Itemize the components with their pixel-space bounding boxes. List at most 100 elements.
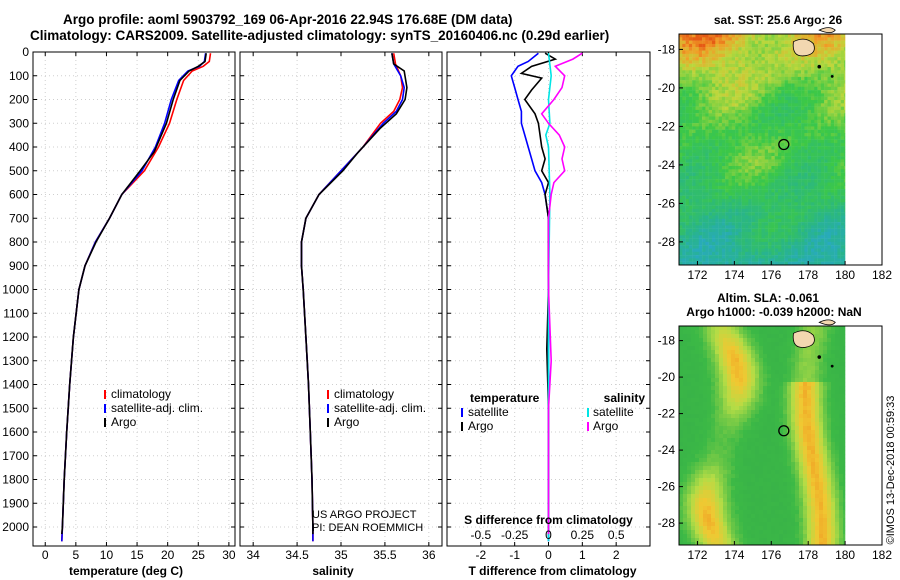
sst-map-cell — [771, 50, 775, 54]
sst-map-cell — [834, 86, 838, 91]
sla-map-cell — [739, 430, 744, 435]
sst-map-cell — [827, 245, 831, 249]
sst-map-cell — [682, 245, 686, 249]
sst-map-cell — [692, 47, 696, 51]
sst-map-cell — [794, 106, 798, 111]
sst-map-cell — [837, 172, 841, 177]
sla-map-cell — [755, 370, 760, 375]
sst-map-cell — [679, 228, 683, 233]
sst-map-cell — [718, 222, 723, 226]
sst-map-cell — [768, 202, 772, 206]
sla-map-cell — [715, 502, 720, 507]
sst-map-cell — [814, 192, 818, 196]
sst-map-cell — [708, 73, 713, 78]
sst-map-cell — [721, 156, 726, 160]
sst-map-cell — [820, 126, 825, 130]
sst-map-cell — [685, 57, 690, 61]
sst-map-cell — [824, 251, 828, 256]
sst-map-cell — [797, 142, 802, 147]
sla-map-cell — [683, 522, 688, 527]
sst-map-cell — [721, 63, 726, 68]
sst-map-cell — [778, 126, 782, 130]
sst-map-cell — [840, 185, 845, 190]
sst-map-cell — [837, 175, 841, 180]
sst-map-cell — [801, 172, 805, 177]
sst-map-cell — [844, 116, 846, 120]
sst-map-cell — [817, 238, 822, 243]
sst-map-cell — [787, 142, 792, 147]
sla-map-cell — [687, 406, 692, 411]
sst-map-cell — [705, 185, 709, 190]
sst-map-cell — [682, 40, 686, 45]
sst-map-cell — [804, 103, 808, 107]
sst-map-cell — [735, 232, 739, 236]
sst-map-cell — [830, 218, 835, 223]
sst-map-cell — [679, 232, 683, 236]
sla-map-cell — [747, 394, 752, 399]
sst-map-cell — [715, 136, 719, 140]
depth-tick-label: 1400 — [2, 378, 29, 392]
sst-map-cell — [728, 235, 732, 239]
sla-map-cell — [687, 442, 692, 447]
sla-map-cell — [679, 430, 684, 435]
sst-map-cell — [791, 142, 795, 147]
sla-map-cell — [723, 402, 728, 407]
sst-map-cell — [797, 70, 802, 74]
sst-map-cell — [708, 123, 713, 127]
sst-map-cell — [712, 235, 716, 239]
sst-map-cell — [738, 199, 742, 203]
salinity-legend-label-1: satellite-adj. clim. — [334, 401, 426, 415]
sst-map-cell — [679, 255, 683, 259]
sst-map-cell — [787, 90, 792, 94]
sst-map-cell — [774, 169, 779, 173]
sla-map-cell — [735, 454, 740, 459]
sst-map-cell — [764, 76, 769, 81]
sst-map-cell — [712, 202, 716, 206]
sst-map-cell — [718, 123, 723, 127]
sst-map-cell — [751, 73, 756, 78]
sla-map-cell — [735, 478, 740, 483]
sst-map-cell — [715, 245, 719, 249]
sst-map-cell — [837, 136, 841, 140]
sst-map-cell — [771, 189, 775, 193]
sst-map-cell — [702, 96, 706, 101]
sla-map-cell — [711, 378, 716, 383]
sst-map-cell — [820, 142, 825, 147]
sst-map-cell — [791, 63, 795, 68]
sla-map-cell — [691, 442, 696, 447]
sla-map-cell — [751, 346, 756, 351]
sla-map-cell — [723, 490, 728, 495]
sst-map-cell — [682, 222, 686, 226]
sst-map-cell — [764, 47, 769, 51]
sst-map-cell — [791, 83, 795, 87]
sst-map-cell — [708, 139, 713, 144]
sst-map-cell — [682, 199, 686, 203]
sst-map-cell — [837, 119, 841, 124]
sla-map-cell — [735, 390, 740, 395]
sst-map-cell — [794, 185, 798, 190]
sla-map-cell — [703, 434, 708, 439]
difference-s-tick-label: 0.25 — [571, 528, 595, 542]
sst-map-cell — [787, 185, 792, 190]
sst-map-cell — [787, 195, 792, 200]
sst-map-cell — [764, 119, 769, 124]
sst-map-cell — [781, 156, 785, 160]
sst-map-cell — [764, 166, 769, 170]
sst-map-cell — [764, 70, 769, 74]
sst-map-cell — [751, 241, 756, 246]
sla-map-cell — [719, 394, 724, 399]
sla-map-cell — [683, 418, 688, 423]
sla-map-cell — [679, 530, 684, 535]
sst-map-cell — [702, 172, 706, 177]
sst-map-cell — [685, 182, 690, 186]
sst-map-cell — [712, 116, 716, 120]
sst-map-cell — [778, 199, 782, 203]
sst-map-cell — [718, 139, 723, 144]
sla-map-cell — [743, 430, 748, 435]
sst-map-cell — [771, 126, 775, 130]
sst-map-cell — [844, 70, 846, 74]
sst-map-cell — [801, 113, 805, 117]
sst-map-cell — [718, 185, 723, 190]
difference-xtick-label: 1 — [579, 548, 586, 562]
sla-map-cell — [699, 462, 704, 467]
